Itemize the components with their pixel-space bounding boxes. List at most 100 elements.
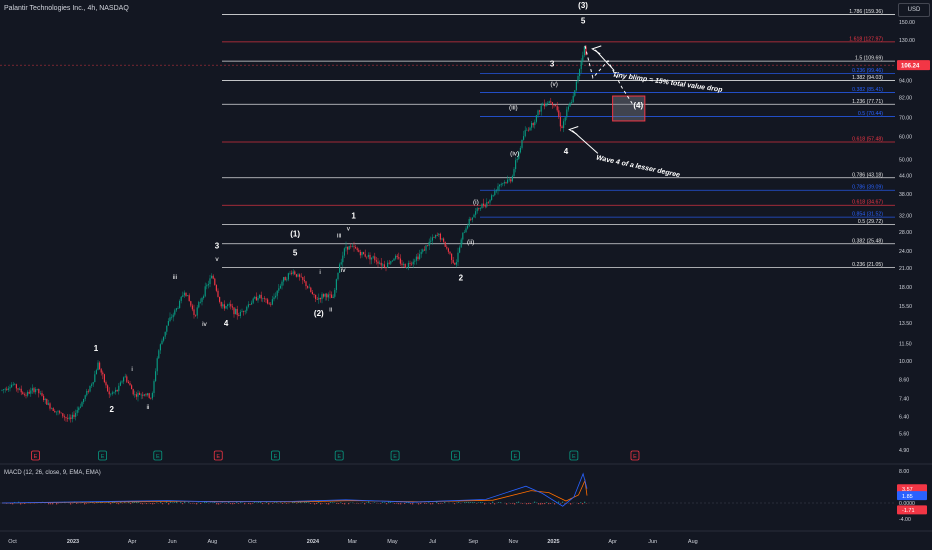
x-tick-label: May [387,539,398,545]
macd-histogram-bar [176,501,178,503]
candle-body [281,281,283,286]
candle-body [550,101,552,103]
macd-histogram-bar [370,503,372,504]
candle-body [481,203,483,209]
candle-body [307,286,309,288]
candle-body [518,152,520,159]
candle-body [561,126,563,129]
candle-body [441,238,443,240]
candle-body [257,297,259,301]
candle-body [60,412,62,414]
candle-body [460,239,462,248]
candle-body [454,262,456,265]
macd-histogram-bar [160,501,162,503]
macd-histogram-bar [150,503,152,504]
candle-body [6,388,8,390]
candle-body [231,306,233,308]
candle-body [510,179,512,182]
candle-body [255,296,257,301]
macd-histogram-bar [182,503,184,505]
symbol-title: Palantir Technologies Inc., 4h, NASDAQ [4,5,129,12]
fib-level-label: 0.786 (43.18) [852,172,883,178]
candle-body [54,410,56,413]
candle-body [207,284,209,286]
macd-histogram-bar [442,503,444,504]
y-tick-label: 5.60 [899,431,909,437]
candle-body [283,277,285,282]
wave-label: 3 [215,242,220,251]
candle-body [235,309,237,315]
macd-histogram-bar [248,503,250,505]
macd-histogram-bar [228,501,230,503]
macd-histogram-bar [478,502,480,503]
candle-body [494,191,496,196]
candle-body [46,398,48,405]
candle-body [39,393,41,394]
candle-body [175,308,177,311]
candle-body [407,262,409,268]
candle-body [484,205,486,207]
candle-body [577,75,579,82]
macd-histogram-bar [336,503,338,504]
earnings-event-label: E [156,454,160,460]
macd-histogram-bar [180,502,182,503]
candle-body [225,305,227,309]
candle-body [15,384,17,389]
earnings-event-icon [31,450,40,461]
candle-body [391,260,393,262]
macd-histogram-bar [52,503,54,505]
wave-label: iv [202,321,207,328]
x-tick-label: Jul [429,539,436,545]
candle-body [545,103,547,107]
candle-body [270,303,272,305]
candle-body [118,385,120,392]
candle-body [358,250,360,252]
macd-histogram-bar [518,501,520,503]
macd-histogram-bar [406,501,408,503]
earnings-event-label: E [454,454,458,460]
candle-body [267,299,269,304]
macd-histogram-bar [580,502,582,503]
candle-body [86,390,88,396]
candle-body [491,195,493,200]
wave-label: iii [173,274,177,281]
wave-label: ii [146,404,149,411]
candle-body [558,110,560,117]
candle-body [67,418,69,419]
candle-body [97,362,99,371]
candle-body [411,263,413,265]
currency-button[interactable]: USD [898,3,930,17]
y-tick-label: 24.00 [899,249,912,255]
candle-body [439,233,441,240]
earnings-event-label: E [34,454,38,460]
candle-body [449,251,451,254]
candle-body [582,55,584,62]
candle-body [76,410,78,413]
macd-histogram-bar [398,503,400,505]
x-tick-label: Aug [207,539,217,545]
candle-body [300,276,302,278]
macd-histogram-bar [432,503,434,505]
candle-body [62,413,64,417]
candle-body [111,392,113,394]
candle-body [521,139,523,148]
macd-histogram-bar [94,503,96,504]
macd-histogram-bar [102,502,104,503]
wave-label: ii [329,307,332,314]
candle-body [65,417,67,419]
candle-body [28,391,30,394]
macd-histogram-bar [538,503,540,505]
candle-body [137,392,139,397]
macd-value-label: 3.57 [902,487,913,493]
candle-body [361,252,363,256]
candle-body [148,393,150,398]
current-price-badge [897,60,930,71]
candle-body [279,285,281,289]
candle-body [107,385,109,392]
macd-histogram-bar [338,503,340,504]
wave-label: (3) [578,1,588,10]
macd-histogram-bar [484,503,486,505]
macd-histogram-bar [408,502,410,503]
